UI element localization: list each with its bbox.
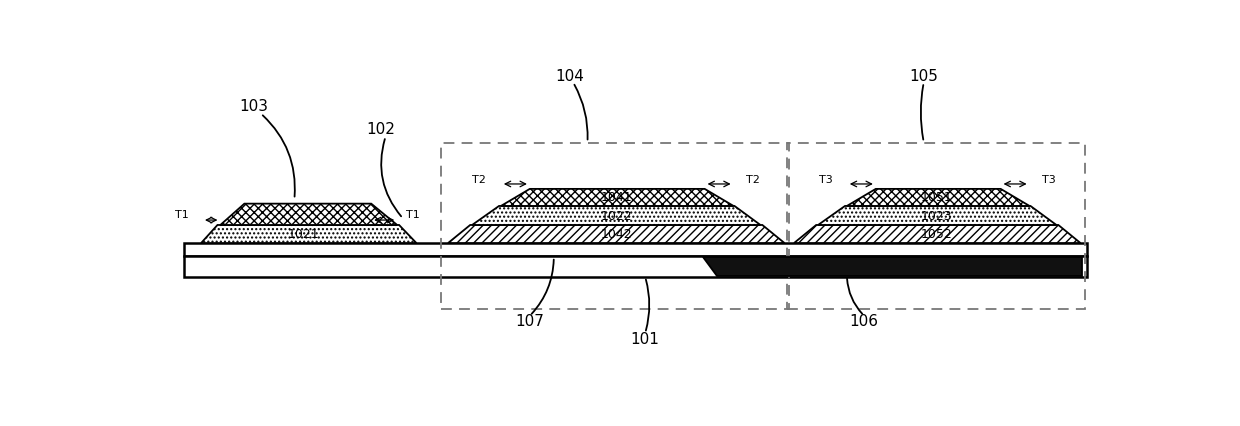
Text: T3: T3 <box>1042 175 1055 185</box>
Text: 101: 101 <box>631 331 660 347</box>
Polygon shape <box>184 243 1087 256</box>
Bar <box>787 143 1085 308</box>
Polygon shape <box>818 206 1056 225</box>
Text: 105: 105 <box>909 69 939 83</box>
Text: 106: 106 <box>849 314 879 329</box>
Text: 1023: 1023 <box>920 210 952 223</box>
Text: 1041: 1041 <box>600 191 632 204</box>
Polygon shape <box>847 189 1029 206</box>
Text: 104: 104 <box>556 69 584 83</box>
Text: 1042: 1042 <box>600 228 632 241</box>
Text: T1: T1 <box>405 210 419 220</box>
Text: 1051: 1051 <box>920 191 952 204</box>
Text: 107: 107 <box>516 314 544 329</box>
Text: 1021: 1021 <box>288 228 320 241</box>
Text: 102: 102 <box>366 122 396 137</box>
Polygon shape <box>472 206 760 225</box>
Text: T2: T2 <box>745 175 760 185</box>
Polygon shape <box>703 257 1083 276</box>
Bar <box>441 143 789 308</box>
Text: 1052: 1052 <box>920 228 952 241</box>
Polygon shape <box>184 256 1087 277</box>
Text: 1022: 1022 <box>600 210 632 223</box>
Polygon shape <box>501 189 734 206</box>
Text: T2: T2 <box>472 175 486 185</box>
Text: T1: T1 <box>175 210 188 220</box>
Polygon shape <box>794 225 1080 243</box>
Text: 103: 103 <box>239 99 269 115</box>
Polygon shape <box>448 225 785 243</box>
Polygon shape <box>201 225 417 243</box>
Text: T3: T3 <box>818 175 832 185</box>
Polygon shape <box>221 204 397 225</box>
